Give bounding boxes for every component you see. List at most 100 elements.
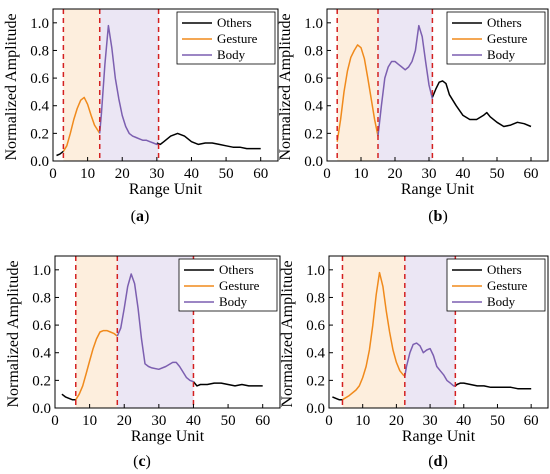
y-tick-label: 1.0: [306, 263, 325, 279]
x-tick-label: 0: [325, 413, 333, 429]
x-tick-label: 30: [151, 413, 166, 429]
series-line-gesture: [75, 329, 118, 401]
y-tick-label: 0.0: [306, 401, 325, 417]
legend-label-body: Body: [487, 47, 516, 62]
y-axis-label: Normalized Amplitude: [5, 260, 22, 407]
y-tick-label: 0.2: [306, 373, 325, 389]
legend-label-body: Body: [219, 294, 248, 309]
y-tick-label: 0.2: [304, 126, 323, 142]
panel-caption: (b): [428, 208, 448, 225]
y-tick-label: 0.4: [304, 99, 323, 115]
y-tick-label: 1.0: [32, 263, 51, 279]
panel-caption: (c): [133, 453, 151, 470]
legend-label-body: Body: [487, 294, 516, 309]
y-axis-label: Normalized Amplitude: [279, 260, 296, 407]
series-line-others-1: [454, 382, 532, 390]
legend-label-others: Others: [217, 15, 252, 30]
series-line-others-0: [332, 396, 343, 401]
gesture-region: [342, 256, 405, 408]
x-tick-label: 60: [253, 166, 268, 182]
x-tick-label: 50: [219, 166, 234, 182]
x-tick-label: 10: [354, 166, 369, 182]
panel-caption: (a): [131, 208, 150, 225]
y-tick-label: 0.2: [30, 126, 49, 142]
x-tick-label: 60: [255, 413, 270, 429]
legend-label-gesture: Gesture: [217, 31, 258, 46]
series-line-others-0: [56, 150, 64, 157]
x-tick-label: 50: [490, 413, 505, 429]
x-tick-label: 20: [389, 413, 404, 429]
y-tick-label: 0.4: [32, 346, 51, 362]
y-tick-label: 0.8: [304, 43, 323, 59]
y-axis-label: Normalized Amplitude: [277, 13, 294, 160]
plot-frame: [328, 255, 549, 409]
x-axis-label: Range Unit: [401, 181, 475, 198]
legend-label-body: Body: [217, 47, 246, 62]
gesture-region: [337, 9, 378, 161]
series-line-gesture: [342, 271, 406, 401]
x-tick-label: 40: [186, 413, 201, 429]
chart-panel-d: 0 10 20 30 40 50 60 0.0 0.2 0.4 0.6 0.8 1.0 Range Uni…: [279, 255, 549, 470]
series-line-others-0: [61, 393, 76, 401]
series-line-body: [98, 24, 159, 146]
series-line-body: [404, 342, 456, 387]
x-tick-label: 40: [184, 166, 199, 182]
series-line-gesture: [62, 96, 101, 152]
y-tick-label: 1.0: [304, 16, 323, 32]
x-tick-label: 20: [388, 166, 403, 182]
chart-panel-a: 0 10 20 30 40 50 60 0.0 0.2 0.4 0.6 0.8 1.0 Range Uni…: [3, 8, 279, 225]
legend-label-others: Others: [487, 262, 522, 277]
y-tick-label: 0.2: [32, 373, 51, 389]
legend-label-others: Others: [487, 15, 522, 30]
series-line-gesture: [336, 44, 379, 142]
x-tick-label: 20: [117, 413, 132, 429]
x-tick-label: 10: [82, 413, 97, 429]
y-tick-label: 0.4: [306, 346, 325, 362]
legend-label-gesture: Gesture: [487, 278, 528, 293]
x-tick-label: 40: [456, 413, 471, 429]
chart-panel-b: 0 10 20 30 40 50 60 0.0 0.2 0.4 0.6 0.8 1.0 Range Uni…: [277, 8, 549, 225]
x-tick-label: 30: [422, 166, 437, 182]
series-line-others-0: [431, 80, 532, 128]
x-tick-label: 50: [490, 166, 505, 182]
x-tick-label: 60: [524, 166, 539, 182]
y-tick-label: 0.6: [30, 71, 49, 87]
series-line-body: [377, 24, 434, 137]
x-tick-label: 60: [524, 413, 539, 429]
y-tick-label: 0.8: [30, 43, 49, 59]
y-tick-label: 0.0: [32, 401, 51, 417]
panel-caption: (d): [428, 453, 448, 470]
y-tick-label: 0.0: [304, 154, 323, 170]
y-tick-label: 0.0: [30, 154, 49, 170]
plot-frame: [326, 8, 549, 162]
legend-label-gesture: Gesture: [219, 278, 260, 293]
x-tick-label: 0: [323, 166, 331, 182]
x-tick-label: 30: [149, 166, 164, 182]
y-tick-label: 0.4: [30, 99, 49, 115]
plot-frame: [54, 255, 281, 409]
x-axis-label: Range Unit: [402, 428, 476, 445]
y-tick-label: 0.8: [306, 290, 325, 306]
x-tick-label: 0: [49, 166, 57, 182]
x-tick-label: 10: [80, 166, 95, 182]
y-tick-label: 1.0: [30, 16, 49, 32]
x-axis-label: Range Unit: [131, 428, 205, 445]
series-line-others-1: [192, 381, 263, 387]
series-line-body: [116, 273, 194, 383]
y-tick-label: 0.8: [32, 290, 51, 306]
y-tick-label: 0.6: [306, 318, 325, 334]
y-axis-label: Normalized Amplitude: [3, 13, 20, 160]
x-tick-label: 40: [456, 166, 471, 182]
y-tick-label: 0.6: [32, 318, 51, 334]
y-tick-label: 0.6: [304, 71, 323, 87]
legend-label-gesture: Gesture: [487, 31, 528, 46]
body-region: [378, 9, 433, 161]
series-line-others-1: [156, 132, 261, 150]
x-tick-label: 10: [355, 413, 370, 429]
x-tick-label: 20: [115, 166, 130, 182]
